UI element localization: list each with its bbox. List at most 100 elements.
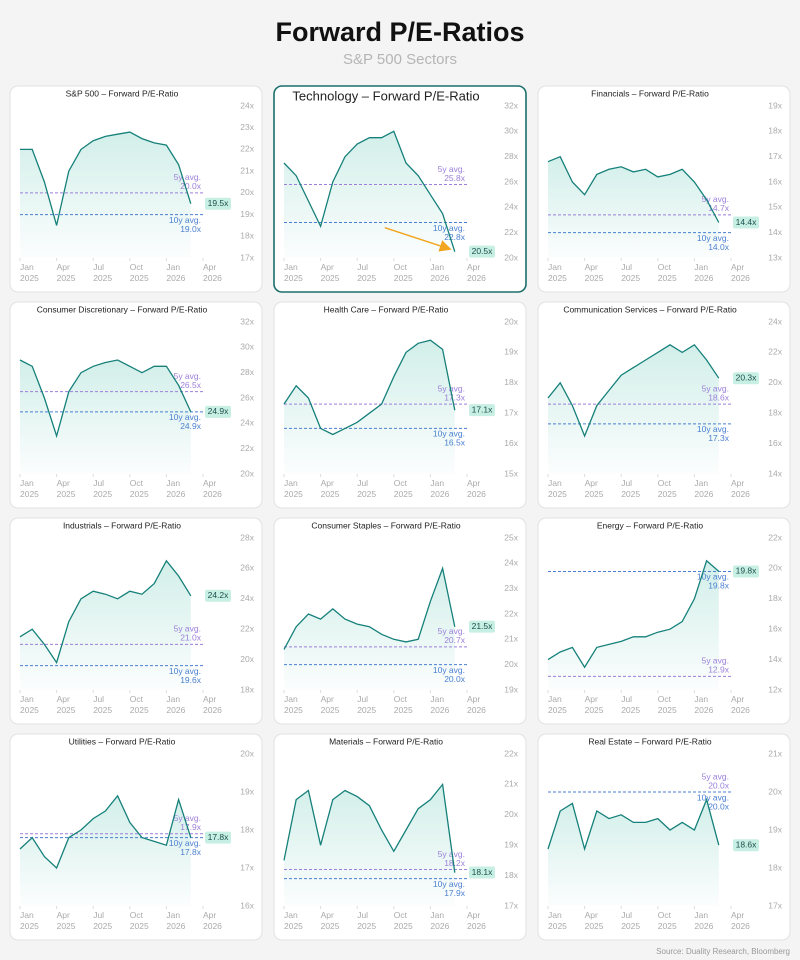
- panel-title: Financials – Forward P/E-Ratio: [591, 88, 709, 98]
- reference-value: 17.3x: [444, 392, 466, 402]
- y-tick-label: 12x: [768, 684, 782, 694]
- reference-name: 10y avg.: [169, 838, 201, 848]
- y-tick-label: 19x: [240, 209, 254, 219]
- x-tick-label: Apr 2025: [57, 262, 76, 283]
- line: [283, 566, 456, 650]
- x-tick-label: Apr 2026: [203, 478, 222, 499]
- x-tick-label: Jul 2025: [357, 478, 376, 499]
- reference-value: 26.5x: [180, 380, 202, 390]
- y-tick-label: 24x: [240, 418, 254, 428]
- y-tick-label: 22x: [240, 623, 254, 633]
- reference-name: 10y avg.: [169, 215, 201, 225]
- end-label: 24.2x: [208, 590, 230, 600]
- y-tick-label: 18x: [768, 593, 782, 603]
- x-tick-label: Jan 2025: [20, 478, 39, 499]
- x-tick-label: Jan 2025: [548, 910, 567, 931]
- x-tick-label: Apr 2025: [57, 478, 76, 499]
- page-title: Forward P/E-Ratios: [275, 17, 524, 47]
- reference-name: 10y avg.: [433, 879, 465, 889]
- reference-name: 5y avg.: [438, 626, 465, 636]
- end-label: 18.6x: [736, 839, 758, 849]
- y-tick-label: 17x: [240, 252, 254, 262]
- x-tick-label: Jan 2025: [20, 262, 39, 283]
- line: [283, 130, 456, 252]
- line: [283, 339, 456, 436]
- x-tick-label: Apr 2026: [203, 694, 222, 715]
- area-fill: [20, 360, 191, 474]
- y-tick-label: 15x: [768, 202, 782, 212]
- end-label-box: [205, 197, 231, 210]
- x-tick-label: Jan 2026: [694, 478, 713, 499]
- reference-name: 10y avg.: [433, 665, 465, 675]
- area-fill: [548, 344, 719, 474]
- reference-value: 20.0x: [708, 801, 730, 811]
- y-tick-label: 30x: [240, 342, 254, 352]
- y-tick-label: 20x: [768, 786, 782, 796]
- y-tick-label: 14x: [768, 227, 782, 237]
- line: [283, 782, 456, 873]
- panel-title: Technology – Forward P/E-Ratio: [292, 88, 479, 103]
- panel-title: Industrials – Forward P/E-Ratio: [63, 520, 181, 530]
- y-tick-label: 19x: [240, 786, 254, 796]
- x-tick-label: Apr 2025: [321, 910, 340, 931]
- reference-name: 10y avg.: [169, 412, 201, 422]
- y-tick-label: 18x: [240, 824, 254, 834]
- reference-value: 19.6x: [180, 675, 202, 685]
- reference-name: 5y avg.: [174, 371, 201, 381]
- y-tick-label: 13x: [768, 252, 782, 262]
- y-tick-label: 17x: [240, 862, 254, 872]
- reference-value: 20.7x: [444, 635, 466, 645]
- reference-value: 17.9x: [180, 822, 202, 832]
- x-tick-label: Jan 2025: [548, 478, 567, 499]
- x-tick-label: Apr 2026: [731, 262, 750, 283]
- y-tick-label: 18x: [240, 684, 254, 694]
- end-label: 21.5x: [472, 621, 494, 631]
- reference-name: 5y avg.: [174, 624, 201, 634]
- y-tick-label: 20x: [240, 187, 254, 197]
- y-tick-label: 22x: [240, 443, 254, 453]
- reference-value: 14.0x: [708, 242, 730, 252]
- reference-name: 5y avg.: [438, 849, 465, 859]
- panel-title: S&P 500 – Forward P/E-Ratio: [66, 88, 179, 98]
- y-tick-label: 24x: [240, 593, 254, 603]
- y-tick-label: 16x: [768, 176, 782, 186]
- panel: [537, 517, 791, 725]
- reference-value: 17.9x: [444, 888, 466, 898]
- reference-name: 10y avg.: [433, 223, 465, 233]
- y-tick-label: 16x: [504, 438, 518, 448]
- y-tick-label: 18x: [768, 862, 782, 872]
- reference-name: 5y avg.: [702, 383, 729, 393]
- x-tick-label: Jul 2025: [621, 694, 640, 715]
- reference-value: 12.9x: [708, 665, 730, 675]
- x-tick-label: Apr 2026: [467, 478, 486, 499]
- end-label: 20.5x: [472, 246, 494, 256]
- end-label-box: [733, 372, 759, 385]
- y-tick-label: 21x: [504, 779, 518, 789]
- reference-name: 5y avg.: [702, 771, 729, 781]
- line: [20, 131, 192, 226]
- y-tick-label: 17x: [768, 900, 782, 910]
- y-tick-label: 26x: [240, 392, 254, 402]
- x-tick-label: Oct 2025: [658, 910, 677, 931]
- reference-value: 17.3x: [708, 433, 730, 443]
- x-tick-label: Apr 2025: [57, 694, 76, 715]
- y-tick-label: 22x: [504, 608, 518, 618]
- y-tick-label: 24x: [504, 202, 518, 212]
- panel-title: Utilities – Forward P/E-Ratio: [69, 736, 176, 746]
- x-tick-label: Apr 2026: [467, 694, 486, 715]
- page-subtitle: S&P 500 Sectors: [343, 51, 457, 68]
- panel-title: Communication Services – Forward P/E-Rat…: [563, 304, 737, 314]
- end-label-box: [205, 589, 231, 602]
- end-label: 17.1x: [472, 404, 494, 414]
- x-tick-label: Oct 2025: [130, 910, 149, 931]
- reference-value: 21.0x: [180, 633, 202, 643]
- y-tick-label: 22x: [768, 347, 782, 357]
- x-tick-label: Apr 2026: [203, 910, 222, 931]
- y-tick-label: 16x: [768, 438, 782, 448]
- reference-value: 16.5x: [444, 438, 466, 448]
- line: [547, 343, 720, 438]
- area-fill: [548, 799, 719, 906]
- x-tick-label: Jan 2025: [284, 478, 303, 499]
- y-tick-label: 20x: [240, 654, 254, 664]
- y-tick-label: 22x: [240, 144, 254, 154]
